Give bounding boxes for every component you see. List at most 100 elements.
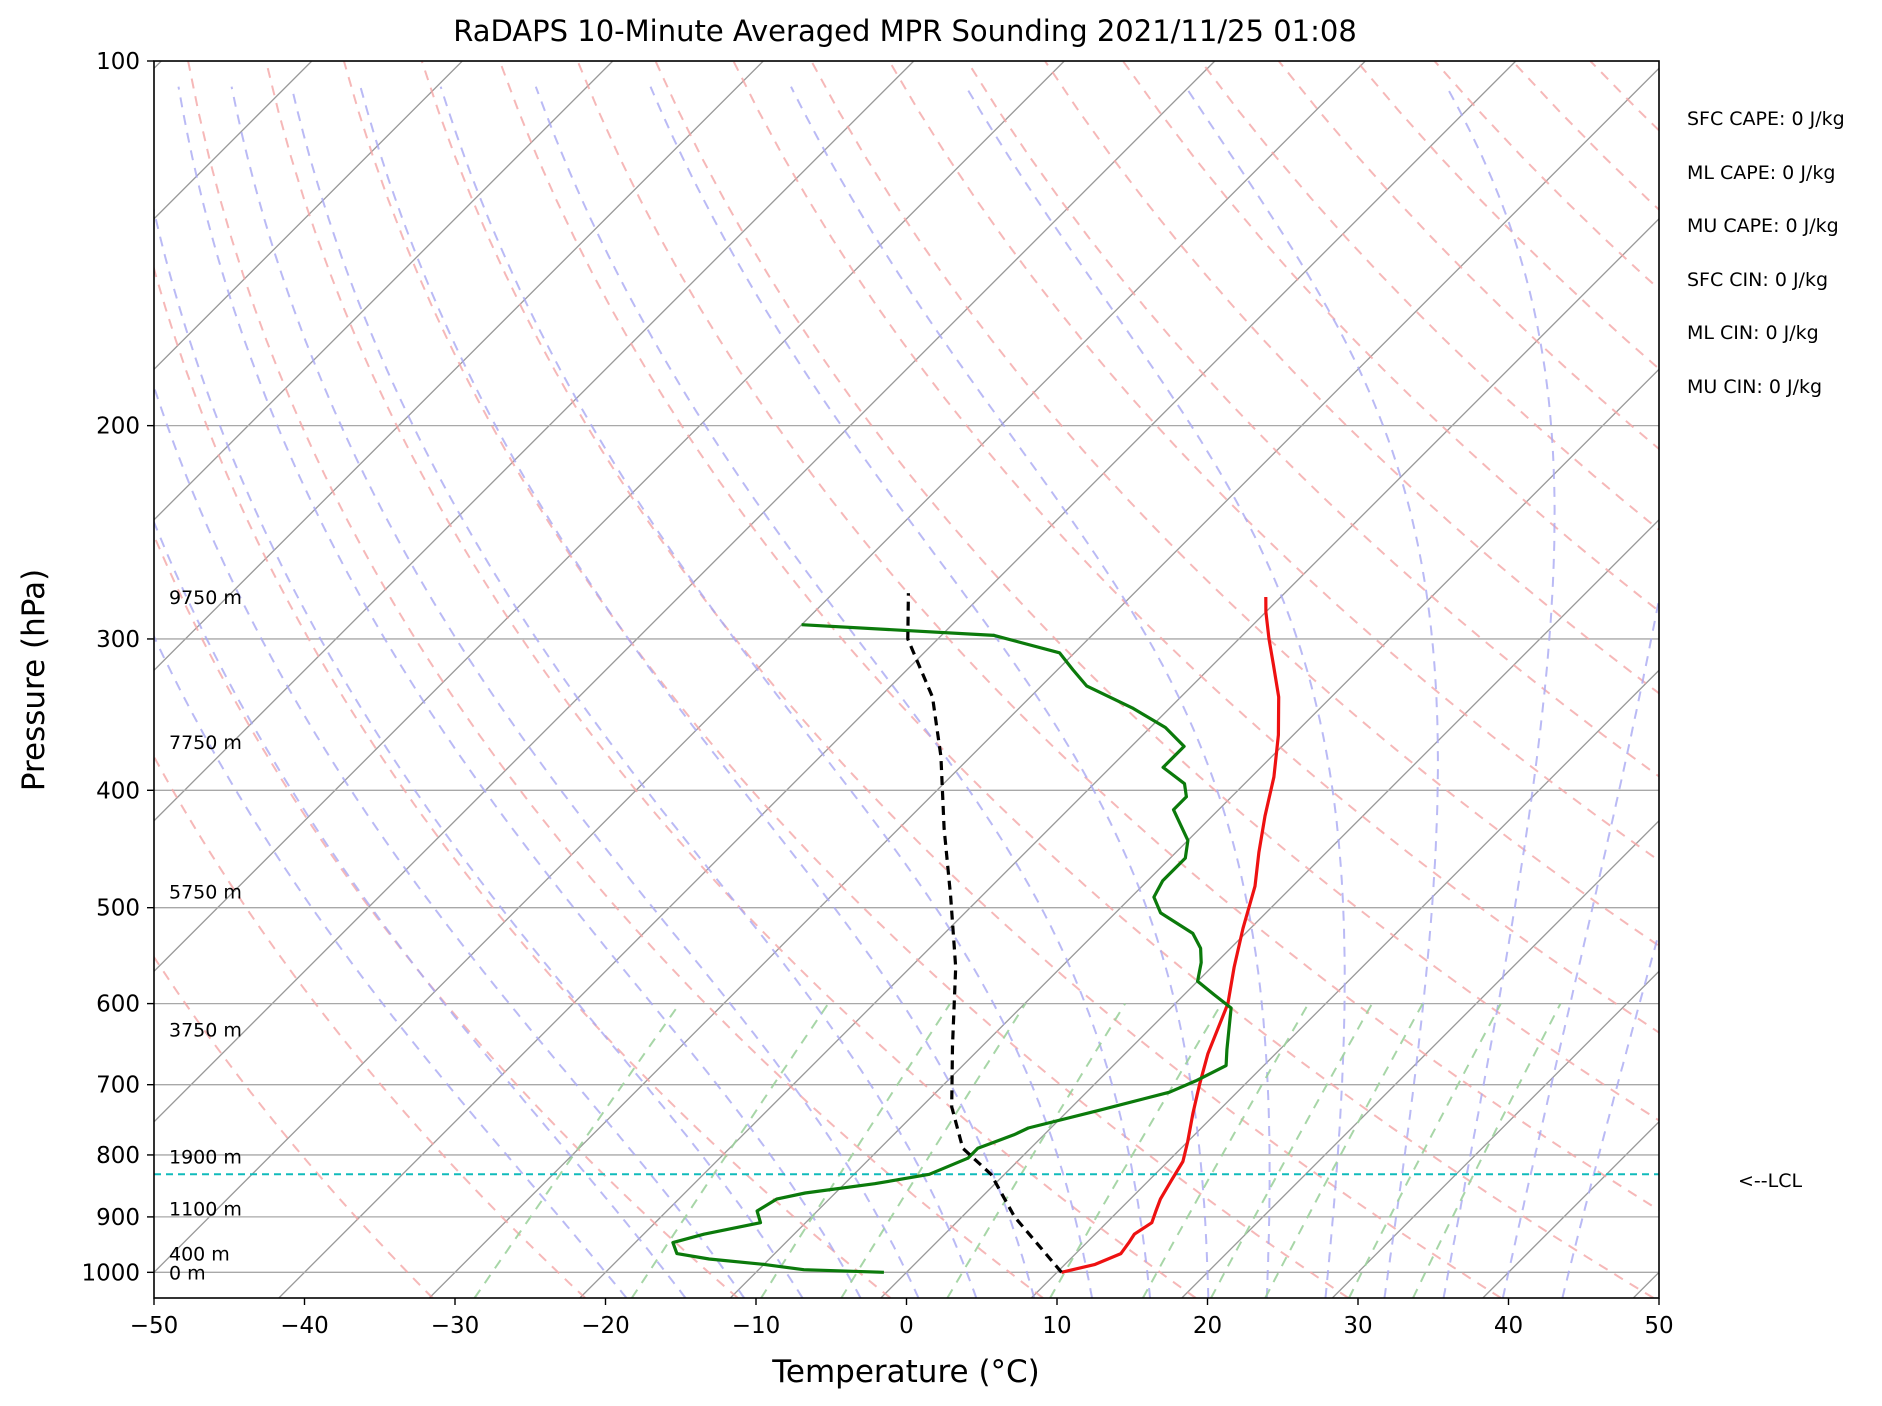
y-axis-label: Pressure (hPa) xyxy=(16,569,52,791)
isotherm xyxy=(154,61,1065,973)
height-label: 0 m xyxy=(169,1262,206,1284)
dry-adiabat xyxy=(1200,61,1659,531)
y-tick-label: 800 xyxy=(96,1143,140,1169)
moist-adiabat xyxy=(154,519,687,1298)
moist-adiabat xyxy=(359,86,1036,1298)
isotherm xyxy=(154,61,1216,1123)
mixing-ratio-line xyxy=(946,1003,1126,1298)
height-label: 3750 m xyxy=(169,1019,242,1041)
mixing-ratio-line xyxy=(630,1003,830,1298)
dry-adiabat xyxy=(1668,61,1882,1298)
isotherm xyxy=(154,61,1366,1274)
isotherm xyxy=(1181,819,1659,1298)
moist-adiabat xyxy=(154,206,804,1298)
x-tick-label: −40 xyxy=(280,1313,329,1339)
stat-item: MU CAPE: 0 J/kg xyxy=(1687,215,1839,237)
chart-title: RaDAPS 10-Minute Averaged MPR Sounding 2… xyxy=(453,14,1357,48)
x-tick-label: 30 xyxy=(1343,1313,1372,1339)
x-tick-label: −20 xyxy=(581,1313,630,1339)
mixing-ratio-line xyxy=(1412,1003,1562,1298)
isotherm xyxy=(154,61,463,371)
dry-adiabat xyxy=(154,533,739,1298)
isotherm xyxy=(428,67,1659,1298)
isotherm xyxy=(729,368,1659,1298)
dry-adiabat xyxy=(154,264,892,1298)
stat-item: MU CIN: 0 J/kg xyxy=(1687,375,1823,398)
moist-adiabat xyxy=(1501,594,1659,1298)
mixing-ratio-line xyxy=(1210,1003,1373,1298)
mixing-ratio-line xyxy=(1264,1003,1424,1298)
stat-item: ML CAPE: 0 J/kg xyxy=(1687,161,1836,184)
x-axis-label: Temperature (°C) xyxy=(771,1354,1040,1390)
x-tick-label: −30 xyxy=(431,1313,480,1339)
moist-adiabat xyxy=(1184,86,1439,1298)
dry-adiabat xyxy=(966,61,1659,778)
dry-adiabat xyxy=(1122,61,1659,613)
moist-adiabat xyxy=(1561,929,1659,1298)
dry-adiabat xyxy=(888,61,1659,862)
dry-adiabat xyxy=(576,61,1659,1212)
moist-adiabat xyxy=(790,86,1271,1298)
y-tick-label: 500 xyxy=(96,896,140,922)
moist-adiabat xyxy=(439,86,1093,1298)
x-tick-label: 20 xyxy=(1193,1313,1222,1339)
y-tick-label: 300 xyxy=(96,627,140,653)
plot-frame xyxy=(153,60,1660,1299)
isotherm xyxy=(278,61,1517,1298)
moist-adiabat xyxy=(534,86,1152,1298)
moist-adiabat xyxy=(649,86,1210,1298)
y-tick-label: 400 xyxy=(96,778,140,804)
x-tick-label: 0 xyxy=(899,1313,914,1339)
x-tick-label: −10 xyxy=(732,1313,781,1339)
y-tick-label: 200 xyxy=(96,414,140,440)
x-tick-label: −50 xyxy=(130,1313,179,1339)
dry-adiabat xyxy=(1746,61,1882,1298)
isotherm xyxy=(154,61,764,672)
height-label: 1900 m xyxy=(169,1146,242,1168)
mixing-ratio-line xyxy=(760,1003,951,1298)
dewpoint-line xyxy=(671,623,1233,1274)
dry-adiabat xyxy=(154,955,434,1298)
dry-adiabat xyxy=(265,61,1197,1298)
dry-adiabat xyxy=(1589,61,1659,132)
mixing-ratio-line xyxy=(1348,1003,1502,1298)
y-tick-label: 100 xyxy=(96,49,140,75)
moist-adiabat xyxy=(1442,86,1556,1298)
moist-adiabat xyxy=(154,634,628,1298)
dry-adiabat xyxy=(1277,61,1659,451)
y-tick-label: 900 xyxy=(96,1205,140,1231)
height-label: 1100 m xyxy=(169,1199,242,1221)
moist-adiabat xyxy=(230,86,920,1298)
moist-adiabat xyxy=(177,86,862,1298)
isotherm xyxy=(154,61,915,822)
y-tick-label: 1000 xyxy=(81,1260,140,1286)
y-tick-label: 600 xyxy=(96,992,140,1018)
x-tick-label: 40 xyxy=(1494,1313,1523,1339)
moist-adiabat xyxy=(290,86,978,1298)
moist-adiabat xyxy=(965,86,1346,1298)
stat-item: ML CIN: 0 J/kg xyxy=(1687,322,1819,344)
mixing-ratio-line xyxy=(840,1003,1027,1298)
isotherm xyxy=(1030,669,1659,1298)
temperature-line xyxy=(1061,596,1281,1274)
height-label: 7750 m xyxy=(169,732,242,754)
isotherm xyxy=(1632,1271,1659,1298)
lcl-label: <--LCL xyxy=(1738,1170,1803,1192)
moist-adiabat xyxy=(154,383,746,1298)
stat-item: SFC CAPE: 0 J/kg xyxy=(1687,108,1845,130)
dry-adiabat xyxy=(154,754,586,1298)
isotherm xyxy=(154,61,614,521)
isotherm xyxy=(1482,1120,1659,1298)
dry-adiabat xyxy=(810,61,1659,948)
dry-adiabat xyxy=(654,61,1659,1122)
parcel-path-line xyxy=(906,593,1063,1274)
isotherm xyxy=(880,518,1659,1298)
mixing-ratio-line xyxy=(1049,1003,1223,1298)
dry-adiabat xyxy=(1511,61,1659,211)
height-label: 5750 m xyxy=(169,882,242,904)
mixing-ratio-line xyxy=(1142,1003,1310,1298)
isotherm xyxy=(0,61,11,1298)
x-tick-label: 10 xyxy=(1042,1313,1071,1339)
stat-item: SFC CIN: 0 J/kg xyxy=(1687,268,1829,291)
